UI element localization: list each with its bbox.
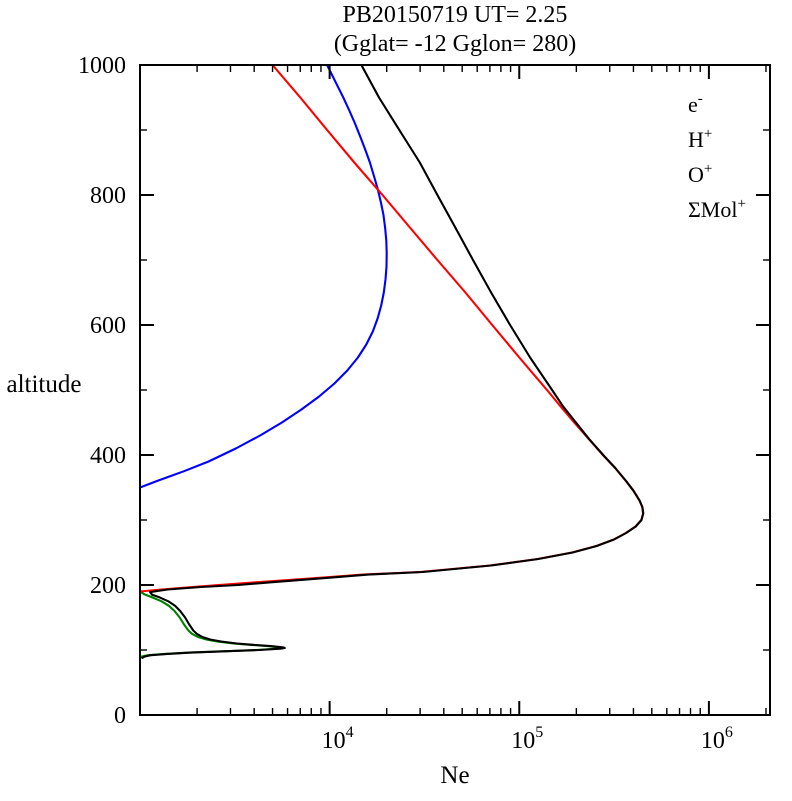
y-tick-label-1000: 1000 bbox=[78, 53, 126, 79]
legend-entry-hydrogen-ion: H+ bbox=[688, 126, 712, 152]
series-Mol+ bbox=[140, 589, 283, 659]
y-tick-label-200: 200 bbox=[90, 573, 126, 599]
series-e- bbox=[141, 65, 645, 659]
series-O+ bbox=[140, 65, 645, 593]
x-axis-label: Ne bbox=[440, 762, 469, 789]
chart-subtitle: (Gglat= -12 Gglon= 280) bbox=[334, 31, 576, 57]
axis-ticks bbox=[140, 64, 770, 716]
y-axis-label: altitude bbox=[7, 371, 82, 398]
y-tick-label-800: 800 bbox=[90, 183, 126, 209]
legend-entry-oxygen-ion: O+ bbox=[688, 161, 712, 187]
x-tick-label-104: 104 bbox=[322, 724, 354, 754]
chart-legend: e- H+ O+ ΣMol+ bbox=[688, 91, 746, 222]
legend-entry-molecular-ions: ΣMol+ bbox=[688, 196, 746, 222]
series-H+ bbox=[140, 65, 388, 489]
y-tick-label-600: 600 bbox=[90, 313, 126, 339]
x-tick-label-106: 106 bbox=[701, 724, 733, 754]
x-tick-label-105: 105 bbox=[511, 724, 543, 754]
chart-title: PB20150719 UT= 2.25 bbox=[343, 2, 568, 28]
y-tick-label-400: 400 bbox=[90, 443, 126, 469]
axis-tick-labels: 0 200 400 600 800 1000 104 105 106 bbox=[78, 53, 733, 754]
plot-frame bbox=[139, 64, 771, 716]
legend-entry-electron-density: e- bbox=[688, 91, 703, 117]
plot-curves bbox=[140, 65, 645, 659]
y-tick-label-0: 0 bbox=[114, 703, 126, 729]
